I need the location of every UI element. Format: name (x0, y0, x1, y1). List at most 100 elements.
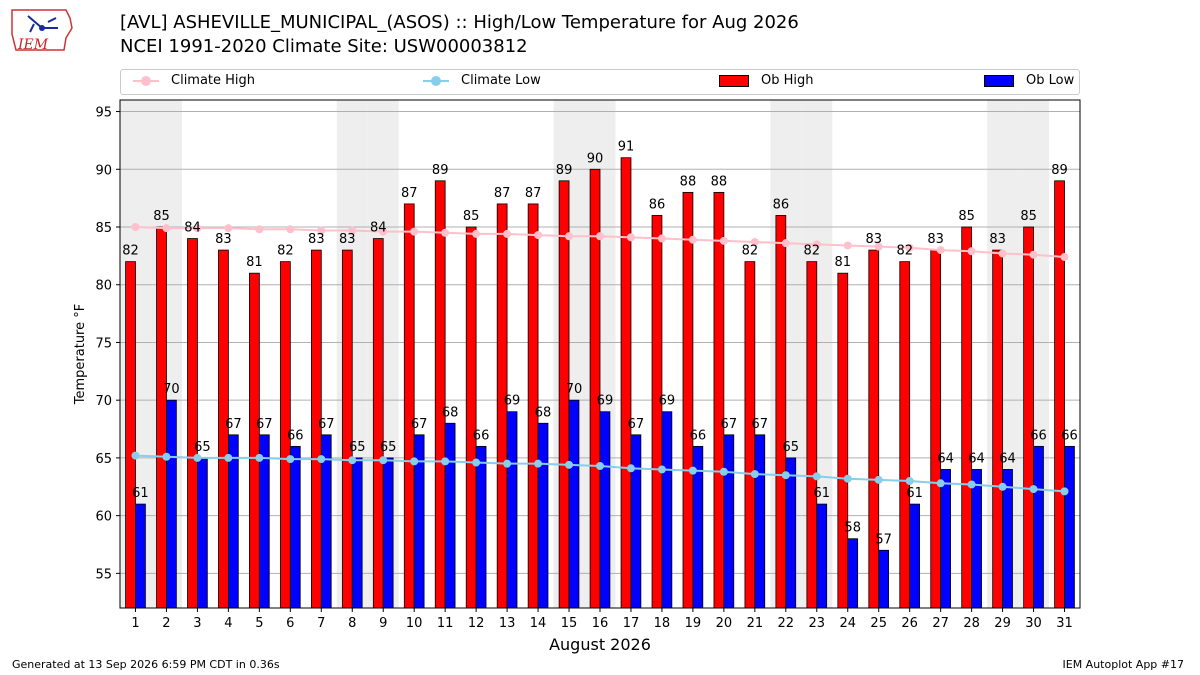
ob-high-bar (1054, 180, 1065, 609)
ob-high-bar (341, 249, 353, 609)
chart-title: [AVL] ASHEVILLE_MUNICIPAL_(ASOS) :: High… (120, 12, 799, 33)
legend-item-climate-low: Climate Low (423, 73, 541, 88)
x-tick-label: 31 (1056, 616, 1073, 631)
climate-low-point (1029, 485, 1038, 494)
ob-low-label: 64 (999, 451, 1016, 466)
instrument-dot-icon (39, 25, 45, 31)
ob-low-bar (444, 422, 456, 609)
ob-low-bar (351, 457, 363, 609)
x-tick-label: 7 (317, 616, 325, 631)
climate-high-point (472, 229, 481, 238)
climate-high-point (998, 249, 1007, 258)
y-tick-label: 55 (95, 567, 112, 582)
ob-high-bar (620, 157, 632, 609)
climate-high-point (534, 231, 543, 240)
climate-low-point (967, 480, 976, 489)
climate-high-point (503, 229, 512, 238)
x-tick-label: 14 (530, 616, 547, 631)
ob-low-bar (940, 469, 951, 609)
y-axis-label: Temperature °F (73, 304, 88, 405)
climate-high-point (843, 241, 852, 250)
climate-low-point (286, 455, 295, 464)
climate-low-point (781, 471, 790, 480)
ob-high-label: 88 (680, 174, 697, 189)
ob-low-label: 68 (535, 405, 552, 420)
y-tick-label: 75 (95, 336, 112, 351)
x-axis-label: August 2026 (549, 635, 651, 654)
climate-high-point (348, 226, 357, 235)
ob-high-label: 86 (773, 197, 790, 212)
ob-low-label: 67 (225, 417, 242, 432)
x-tick-label: 10 (406, 616, 423, 631)
climate-low-point (193, 453, 202, 462)
climate-low-point (688, 466, 697, 475)
legend: Climate High Climate Low Ob High Ob Low (120, 69, 1080, 95)
ob-high-bar (1023, 226, 1034, 609)
ob-high-bar (806, 261, 818, 609)
legend-label-climate-low: Climate Low (461, 73, 541, 88)
climate-high-point (781, 239, 790, 248)
ob-low-label: 64 (937, 451, 954, 466)
climate-low-point (224, 453, 233, 462)
climate-low-point (162, 452, 171, 461)
climate-high-point (936, 246, 945, 255)
ob-high-bar (156, 226, 167, 609)
legend-swatch-ob-high (719, 74, 749, 87)
ob-low-bar (754, 434, 766, 609)
x-tick-label: 1 (131, 616, 139, 631)
climate-low-point (410, 457, 419, 466)
y-tick-label: 65 (95, 452, 112, 467)
climate-low-point (657, 465, 666, 474)
x-tick-label: 6 (286, 616, 294, 631)
ob-high-label: 85 (463, 209, 480, 224)
climate-high-point (688, 235, 697, 244)
ob-high-label: 87 (494, 186, 511, 201)
legend-swatch-ob-low (984, 74, 1014, 87)
ob-low-bar (723, 434, 735, 609)
ob-low-label: 64 (968, 451, 985, 466)
climate-high-point (193, 224, 202, 233)
ob-low-bar (816, 503, 828, 609)
legend-item-ob-low: Ob Low (984, 73, 1074, 88)
x-tick-label: 5 (255, 616, 263, 631)
ob-low-label: 70 (566, 382, 583, 397)
climate-low-point (812, 472, 821, 481)
x-tick-label: 18 (654, 616, 671, 631)
ob-low-bar (568, 399, 580, 609)
ob-low-bar (1033, 445, 1044, 609)
ob-low-bar (166, 399, 177, 609)
ob-low-label: 66 (1030, 428, 1047, 443)
ob-low-label: 57 (875, 532, 892, 547)
climate-low-point (441, 457, 450, 466)
ob-high-bar (713, 191, 725, 609)
ob-high-label: 91 (618, 140, 635, 155)
ob-low-label: 69 (659, 394, 676, 409)
ob-low-label: 58 (844, 521, 861, 536)
x-tick-label: 8 (348, 616, 356, 631)
ob-low-bar (971, 469, 982, 609)
legend-label-climate-high: Climate High (171, 73, 256, 88)
x-tick-label: 19 (685, 616, 702, 631)
y-tick-label: 95 (95, 106, 112, 121)
ob-high-bar (744, 261, 756, 609)
ob-high-label: 83 (927, 232, 944, 247)
climate-high-point (224, 224, 233, 233)
climate-low-point (503, 459, 512, 468)
climate-high-point (286, 225, 295, 234)
x-tick-label: 15 (561, 616, 578, 631)
climate-low-point (626, 464, 635, 473)
ob-low-bar (909, 503, 920, 609)
x-tick-label: 11 (437, 616, 454, 631)
ob-low-bar (661, 411, 673, 609)
y-tick-label: 85 (95, 221, 112, 236)
climate-low-point (905, 477, 914, 485)
climate-high-point (1029, 250, 1038, 259)
x-tick-label: 20 (716, 616, 733, 631)
ob-high-label: 81 (246, 255, 263, 270)
ob-high-bar (651, 215, 663, 609)
ob-low-label: 61 (906, 486, 923, 501)
ob-low-label: 67 (411, 417, 428, 432)
ob-low-label: 66 (1061, 428, 1078, 443)
climate-low-point (719, 467, 728, 476)
